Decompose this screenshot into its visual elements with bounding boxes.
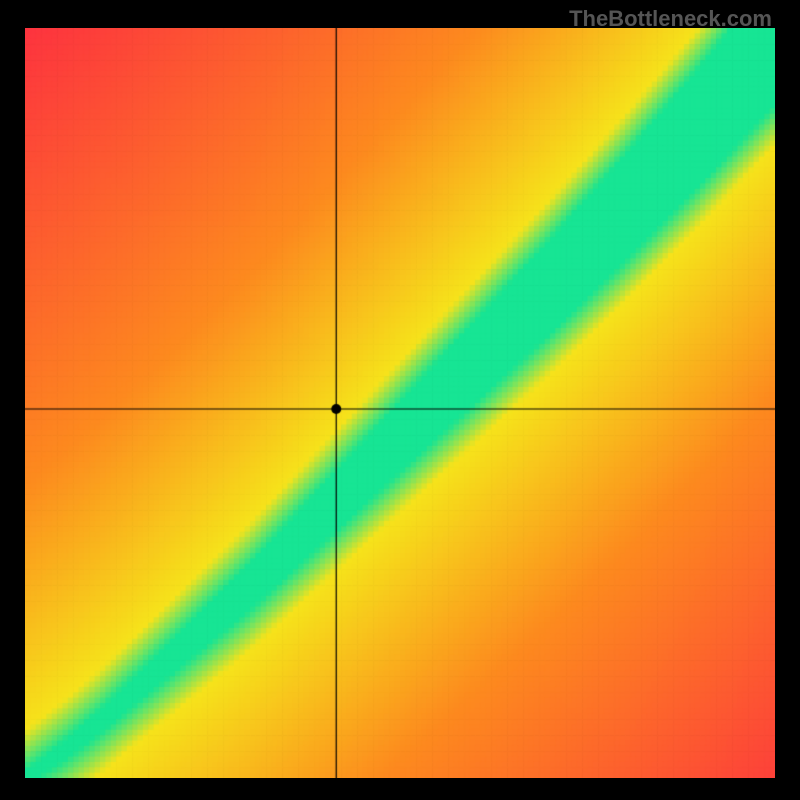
watermark-text: TheBottleneck.com [569,6,772,32]
heatmap-canvas [25,28,775,778]
chart-container: TheBottleneck.com [0,0,800,800]
